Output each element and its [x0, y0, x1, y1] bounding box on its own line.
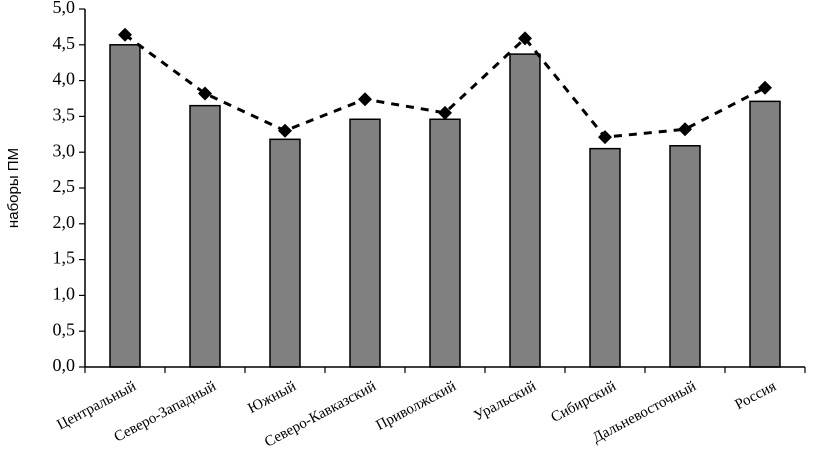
y-tick-label: 4,5	[53, 33, 76, 53]
bar	[749, 100, 781, 368]
y-tick-label: 0,0	[53, 355, 76, 375]
line-point	[358, 92, 372, 107]
x-category-label: Сибирский	[548, 378, 618, 426]
bar	[109, 44, 141, 368]
y-tick-label: 1,0	[53, 284, 76, 304]
y-tick-label: 4,0	[53, 69, 76, 89]
y-tick-label: 2,0	[53, 212, 76, 232]
y-tick-label: 2,5	[53, 176, 76, 196]
y-axis-label: наборы ПМ	[5, 148, 22, 228]
bar	[589, 147, 621, 368]
x-category-label: Южный	[245, 378, 299, 417]
x-category-label: Уральский	[471, 378, 538, 424]
line-point	[758, 80, 772, 95]
bar	[509, 53, 541, 368]
y-tick-label: 1,5	[53, 248, 76, 268]
x-category-label: Россия	[732, 378, 779, 413]
line-point	[438, 105, 452, 120]
bar	[349, 118, 381, 368]
line-point	[198, 86, 212, 101]
x-category-label: Приволжский	[373, 378, 458, 434]
y-tick-label: 0,5	[53, 319, 76, 339]
y-tick-label: 3,0	[53, 140, 76, 160]
line-point	[278, 123, 292, 138]
y-tick-label: 3,5	[53, 105, 76, 125]
bar	[429, 118, 461, 368]
line-point	[518, 31, 532, 46]
line-point	[678, 122, 692, 137]
line-point	[598, 130, 612, 145]
bar	[269, 138, 301, 368]
bar	[669, 145, 701, 368]
y-tick-label: 5,0	[53, 0, 76, 17]
bar	[189, 104, 221, 368]
line-point	[118, 27, 132, 42]
